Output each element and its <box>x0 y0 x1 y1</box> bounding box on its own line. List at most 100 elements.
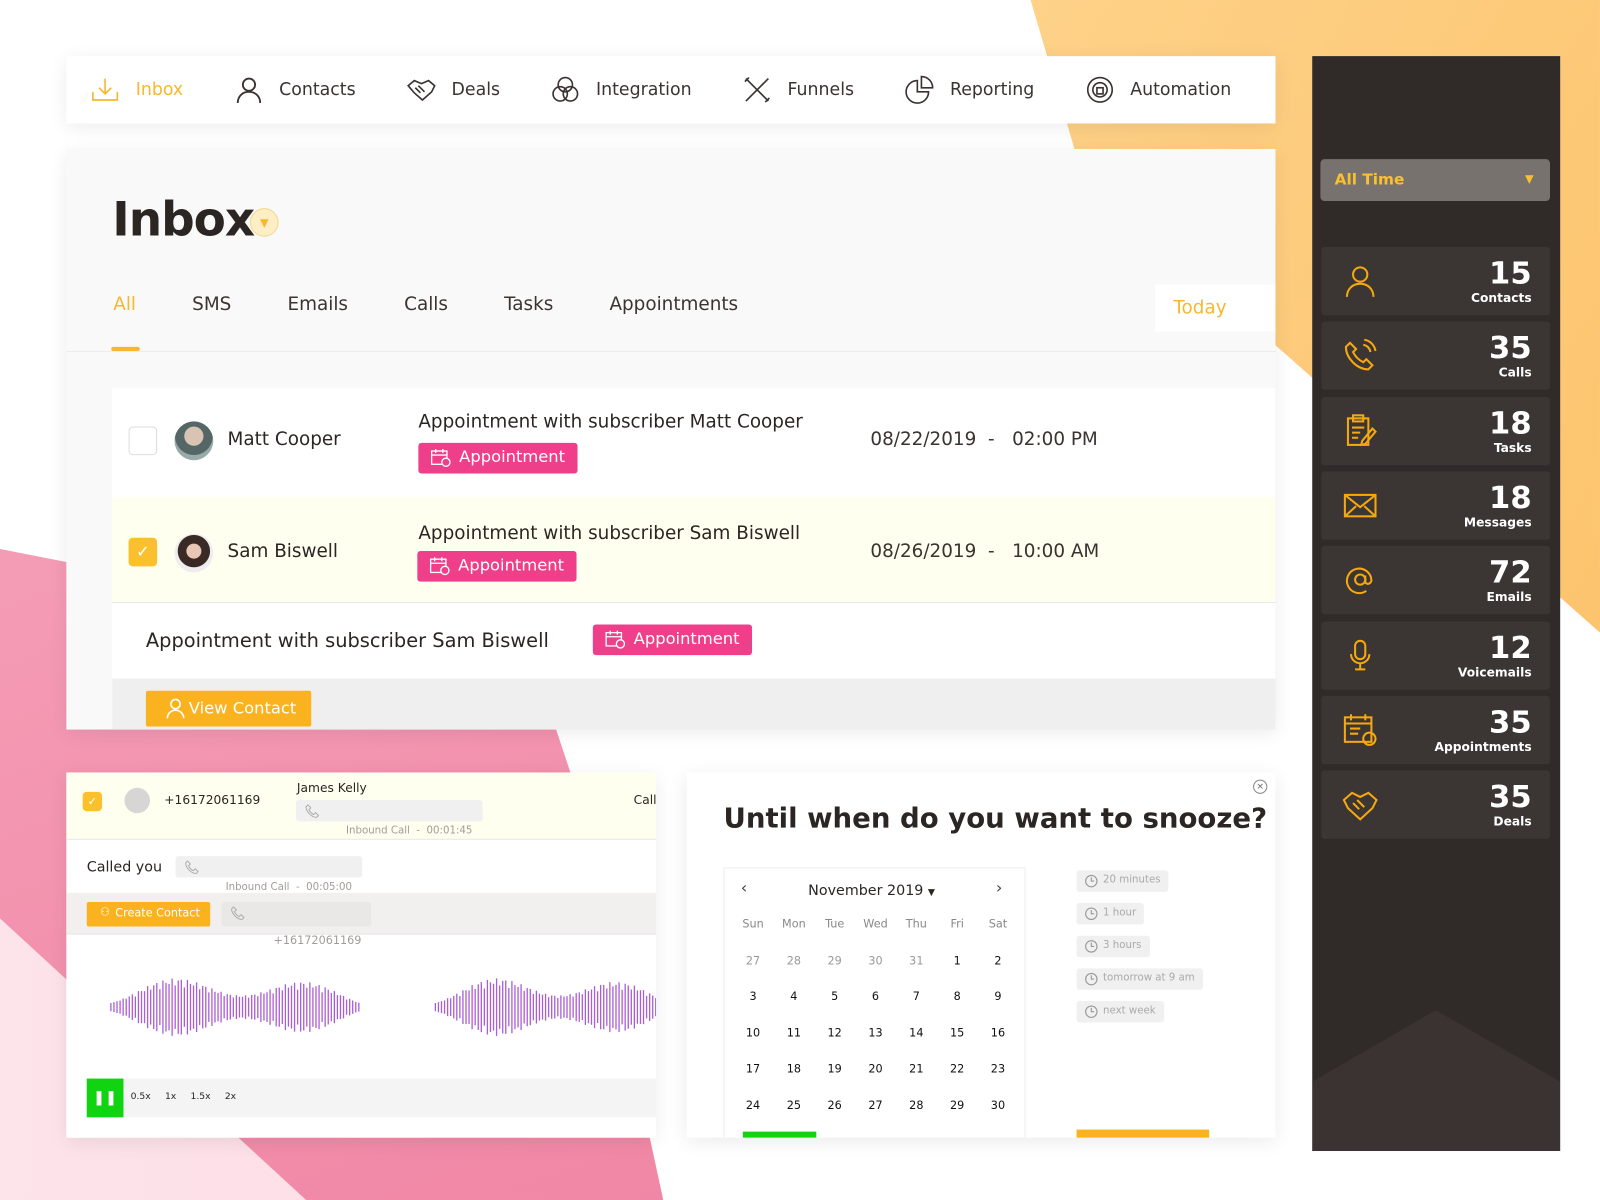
calendar-day[interactable]: 11 <box>786 1026 802 1040</box>
stat-label: Emails <box>1486 589 1532 605</box>
create-contact-button[interactable]: ⚇ Create Contact <box>86 902 211 927</box>
option-label: 1 hour <box>1103 907 1137 919</box>
confirm-button-partial[interactable] <box>742 1131 817 1138</box>
calendar-day[interactable]: 9 <box>994 989 1002 1004</box>
close-icon[interactable]: × <box>1253 779 1268 794</box>
calendar-day[interactable]: 13 <box>868 1026 883 1040</box>
tab-all[interactable]: All <box>113 293 137 316</box>
snooze-option[interactable]: 3 hours <box>1076 935 1150 958</box>
nav-funnels[interactable]: Funnels <box>741 73 854 106</box>
month-selector[interactable]: November 2019 ▼ <box>808 883 935 899</box>
call-checkbox[interactable]: ✓ <box>82 791 103 812</box>
nav-deals[interactable]: Deals <box>405 73 500 106</box>
nav-reporting[interactable]: Reporting <box>903 73 1034 106</box>
calendar-day[interactable]: 5 <box>831 989 839 1004</box>
calendar-day[interactable]: 16 <box>990 1026 1006 1040</box>
stat-card-deals[interactable]: 35 Deals <box>1321 770 1550 839</box>
calendar-day[interactable]: 29 <box>827 953 842 967</box>
nav-automation[interactable]: Automation <box>1083 73 1231 106</box>
stat-card-calls[interactable]: 35 Calls <box>1321 321 1550 391</box>
waveform-bar <box>572 996 574 1018</box>
calendar-day[interactable]: 1 <box>953 953 961 967</box>
snooze-option[interactable]: 20 minutes <box>1076 870 1169 892</box>
date-filter-button[interactable]: Today <box>1155 284 1276 332</box>
calendar-day[interactable]: 7 <box>912 989 920 1004</box>
phone-number-pill[interactable]: +16172061169 <box>221 902 372 947</box>
tab-sms[interactable]: SMS <box>192 293 232 316</box>
tab-appointments[interactable]: Appointments <box>609 293 739 316</box>
caller-name[interactable]: James Kelly <box>296 780 367 795</box>
stat-card-appointments[interactable]: 35 Appointments <box>1321 695 1550 765</box>
calendar-day[interactable]: 18 <box>786 1062 802 1076</box>
calendar-day[interactable]: 27 <box>868 1098 883 1112</box>
speed-2x[interactable]: 2x <box>224 1091 237 1103</box>
snooze-option[interactable]: next week <box>1076 1001 1164 1023</box>
tab-emails[interactable]: Emails <box>287 293 349 316</box>
clock-icon <box>1085 874 1098 888</box>
speed-1.5x[interactable]: 1.5x <box>190 1091 211 1103</box>
phone-avatar-icon <box>124 787 150 814</box>
calendar-day[interactable]: 25 <box>786 1098 802 1112</box>
nav-inbox[interactable]: Inbox <box>89 73 183 106</box>
stat-card-contacts[interactable]: 15 Contacts <box>1321 246 1550 316</box>
title-dropdown-button[interactable]: ▼ <box>249 208 279 237</box>
next-month-button[interactable]: › <box>995 877 1003 897</box>
calendar-day[interactable]: 19 <box>827 1062 842 1076</box>
snooze-option[interactable]: 1 hour <box>1076 903 1145 925</box>
calendar-day[interactable]: 14 <box>909 1026 924 1040</box>
prev-month-button[interactable]: ‹ <box>740 877 748 897</box>
stat-card-voicemails[interactable]: 12 Voicemails <box>1321 620 1550 690</box>
row-checkbox-checked[interactable]: ✓ <box>128 537 158 567</box>
calendar-day[interactable]: 29 <box>949 1098 965 1112</box>
calendar-day[interactable]: 22 <box>949 1062 965 1076</box>
calendar-day[interactable]: 2 <box>994 953 1002 967</box>
user-icon <box>166 698 185 719</box>
stat-card-tasks[interactable]: 18 Tasks <box>1321 396 1550 465</box>
tab-tasks[interactable]: Tasks <box>504 293 554 316</box>
calendar-day[interactable]: 3 <box>749 989 757 1004</box>
month-label: November 2019 <box>808 882 924 899</box>
snooze-button-partial[interactable] <box>1076 1129 1210 1138</box>
user-icon <box>236 77 261 104</box>
calendar-day[interactable]: 24 <box>745 1098 761 1112</box>
nav-integration[interactable]: Integration <box>549 73 692 106</box>
calendar-day[interactable]: 4 <box>790 989 798 1004</box>
tab-calls[interactable]: Calls <box>404 293 448 316</box>
audio-waveform[interactable] <box>66 956 657 1058</box>
calendar-day[interactable]: 21 <box>909 1062 924 1076</box>
calendar-day[interactable]: 20 <box>868 1062 883 1076</box>
calendar-day[interactable]: 26 <box>827 1098 842 1112</box>
waveform-bar <box>603 984 605 1030</box>
calendar-day[interactable]: 30 <box>868 953 883 967</box>
nav-contacts[interactable]: Contacts <box>232 73 356 106</box>
waveform-bar <box>251 995 253 1020</box>
pause-button[interactable]: ❚❚ <box>86 1078 124 1118</box>
time-range-dropdown[interactable]: All Time ▼ <box>1320 159 1550 202</box>
calendar-day[interactable]: 30 <box>990 1098 1006 1112</box>
phone-icon <box>305 804 320 818</box>
calendar-day[interactable]: 10 <box>745 1026 761 1040</box>
calendar-day[interactable]: 23 <box>990 1062 1006 1076</box>
contact-name[interactable]: Sam Biswell <box>227 540 339 563</box>
calendar-day[interactable]: 31 <box>909 953 924 967</box>
view-contact-button[interactable]: View Contact <box>145 690 312 727</box>
row-checkbox[interactable] <box>128 426 158 456</box>
calendar-day[interactable]: 28 <box>786 953 802 967</box>
table-row-selected[interactable]: ✓ Sam Biswell Appointment with subscribe… <box>112 496 1276 603</box>
waveform-bar <box>116 1001 118 1014</box>
calendar-day[interactable]: 27 <box>745 953 761 967</box>
contact-name[interactable]: Matt Cooper <box>227 428 341 450</box>
stat-card-emails[interactable]: 72 Emails <box>1321 546 1550 615</box>
calendar-day[interactable]: 8 <box>953 989 961 1004</box>
table-row[interactable]: Matt Cooper Appointment with subscriber … <box>112 387 1276 497</box>
calendar-day[interactable]: 17 <box>745 1062 761 1076</box>
speed-0.5x[interactable]: 0.5x <box>130 1091 151 1103</box>
calendar-day[interactable]: 15 <box>949 1026 965 1040</box>
calendar-day[interactable]: 6 <box>871 989 880 1004</box>
stat-card-messages[interactable]: 18 Messages <box>1321 471 1550 540</box>
calendar-day[interactable]: 28 <box>909 1098 924 1112</box>
speed-1x[interactable]: 1x <box>164 1091 177 1103</box>
option-label: tomorrow at 9 am <box>1103 972 1195 984</box>
snooze-option[interactable]: tomorrow at 9 am <box>1076 968 1203 990</box>
calendar-day[interactable]: 12 <box>827 1026 842 1040</box>
